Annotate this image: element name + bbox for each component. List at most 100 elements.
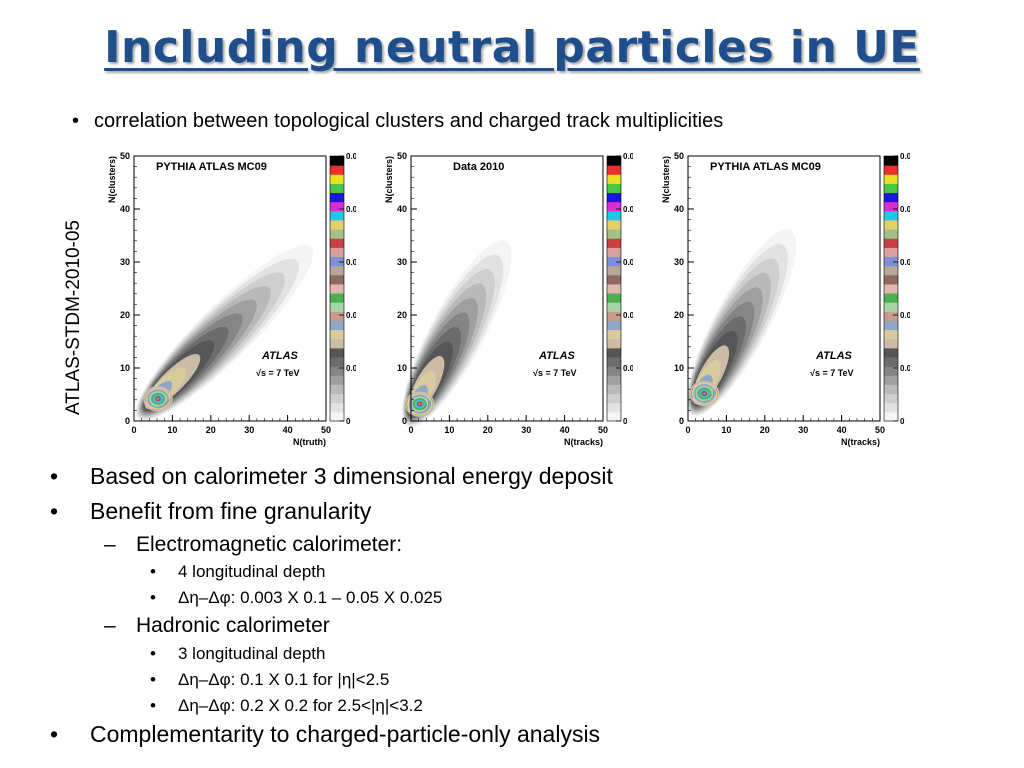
bullet-mark-icon: • (50, 498, 59, 524)
y-tick-label: 50 (120, 151, 130, 161)
colorbar-segment (607, 219, 621, 230)
colorbar-segment (330, 311, 344, 321)
colorbar-segment (330, 320, 344, 331)
colorbar-frame (329, 155, 345, 422)
x-tick-label: 30 (798, 425, 808, 435)
atlas-label: ATLAS (538, 350, 576, 362)
bullet-text: Δη–Δφ: 0.2 X 0.2 for 2.5<|η|<3.2 (178, 696, 423, 715)
colorbar-segment (607, 192, 621, 203)
colorbar-segment (884, 393, 898, 404)
bullet-mark-icon: • (150, 670, 156, 689)
colorbar-segment (884, 165, 898, 175)
colorbar-segment (884, 174, 898, 184)
y-axis-label: N(clusters) (107, 156, 117, 203)
colorbar-segment (884, 156, 898, 166)
bullet-text: Δη–Δφ: 0.003 X 0.1 – 0.05 X 0.025 (178, 588, 443, 607)
bullet-level1: • Complementarity to charged-particle-onl… (50, 721, 600, 748)
colorbar-segment (884, 338, 898, 349)
colorbar-segment (330, 183, 344, 194)
colorbar-tick-label: 0.025 (623, 152, 633, 161)
density-core-contour (151, 392, 165, 405)
colorbar-segment (884, 247, 898, 258)
plot-frame (687, 155, 881, 422)
density-core-contour (691, 382, 718, 405)
bullet-text: Benefit from fine granularity (90, 498, 372, 524)
colorbar-segment (330, 411, 344, 422)
y-tick-label: 30 (120, 257, 130, 267)
bullet-mark-icon: • (150, 588, 156, 607)
colorbar-segment (607, 247, 621, 258)
y-tick-label: 20 (397, 310, 407, 320)
colorbar-segment (607, 174, 621, 184)
y-tick-label: 10 (674, 363, 684, 373)
colorbar-segment (884, 311, 898, 321)
x-tick-label: 0 (685, 425, 690, 435)
bullet-text: Based on calorimeter 3 dimensional energ… (90, 463, 613, 489)
bullet-text: Δη–Δφ: 0.1 X 0.1 for |η|<2.5 (178, 670, 390, 689)
density-core-contour (408, 394, 431, 414)
bullet-text: Hadronic calorimeter (136, 614, 330, 637)
bullet-dot-icon: • (72, 110, 80, 132)
colorbar-segment (884, 283, 898, 294)
colorbar-segment (607, 393, 621, 404)
colorbar-tick-label: 0.005 (623, 364, 633, 373)
density-core-contour (404, 391, 435, 417)
colorbar-segment (330, 247, 344, 258)
x-tick-label: 20 (483, 425, 493, 435)
y-tick-label: 0 (402, 416, 407, 426)
colorbar-segment (330, 156, 344, 166)
colorbar-segment (884, 256, 898, 267)
colorbar-segment (884, 183, 898, 194)
plot-frame (133, 155, 327, 422)
bullet-mark-icon: • (50, 463, 59, 489)
colorbar-segment (607, 338, 621, 349)
density-core-contour (414, 399, 425, 409)
colorbar-segment (884, 192, 898, 203)
colorbar-segment (884, 384, 898, 395)
colorbar-segment (884, 347, 898, 358)
bullet-level3: • Δη–Δφ: 0.1 X 0.1 for |η|<2.5 (150, 670, 389, 690)
colorbar-tick-label: 0.01 (346, 311, 356, 320)
slide-title: Including neutral particles in UE (104, 22, 920, 73)
colorbar-segment (330, 283, 344, 294)
colorbar-segment (607, 265, 621, 276)
density-core-contour (689, 380, 720, 407)
density-core-contour (147, 389, 169, 409)
colorbar-tick-label: 0.015 (623, 258, 633, 267)
colorbar-segment (330, 210, 344, 221)
x-tick-label: 40 (283, 425, 293, 435)
bullet-level1: • Based on calorimeter 3 dimensional ener… (50, 463, 613, 490)
y-tick-label: 10 (397, 363, 407, 373)
y-tick-label: 20 (674, 310, 684, 320)
colorbar-segment (607, 156, 621, 166)
x-tick-label: 40 (560, 425, 570, 435)
x-tick-label: 50 (598, 425, 608, 435)
y-tick-label: 30 (674, 257, 684, 267)
density-core-contour (153, 394, 163, 404)
colorbar-segment (330, 347, 344, 358)
bullet-text: Complementarity to charged-particle-only… (90, 721, 601, 747)
colorbar-segment (607, 293, 621, 303)
colorbar-segment (330, 329, 344, 340)
colorbar-segment (330, 192, 344, 203)
bullet-level3: • 3 longitudinal depth (150, 644, 325, 664)
colorbar-segment (607, 311, 621, 321)
y-axis-label: N(clusters) (384, 156, 394, 203)
x-tick-label: 0 (131, 425, 136, 435)
density-core-contour (412, 398, 427, 410)
colorbar-segment (330, 357, 344, 367)
colorbar-segment (884, 375, 898, 385)
atlas-label: ATLAS (815, 350, 853, 362)
colorbar-segment (607, 165, 621, 175)
colorbar-segment (884, 274, 898, 285)
colorbar-segment (607, 256, 621, 267)
density-core-contour (699, 389, 710, 398)
plot-title: PYTHIA ATLAS MC09 (156, 161, 267, 173)
colorbar-segment (330, 274, 344, 285)
y-tick-label: 40 (397, 204, 407, 214)
energy-label: √s = 7 TeV (256, 368, 300, 378)
colorbar-segment (330, 238, 344, 248)
density-core-contour (701, 391, 708, 397)
atlas-label: ATLAS (261, 350, 299, 362)
density-core-contour (416, 401, 423, 407)
